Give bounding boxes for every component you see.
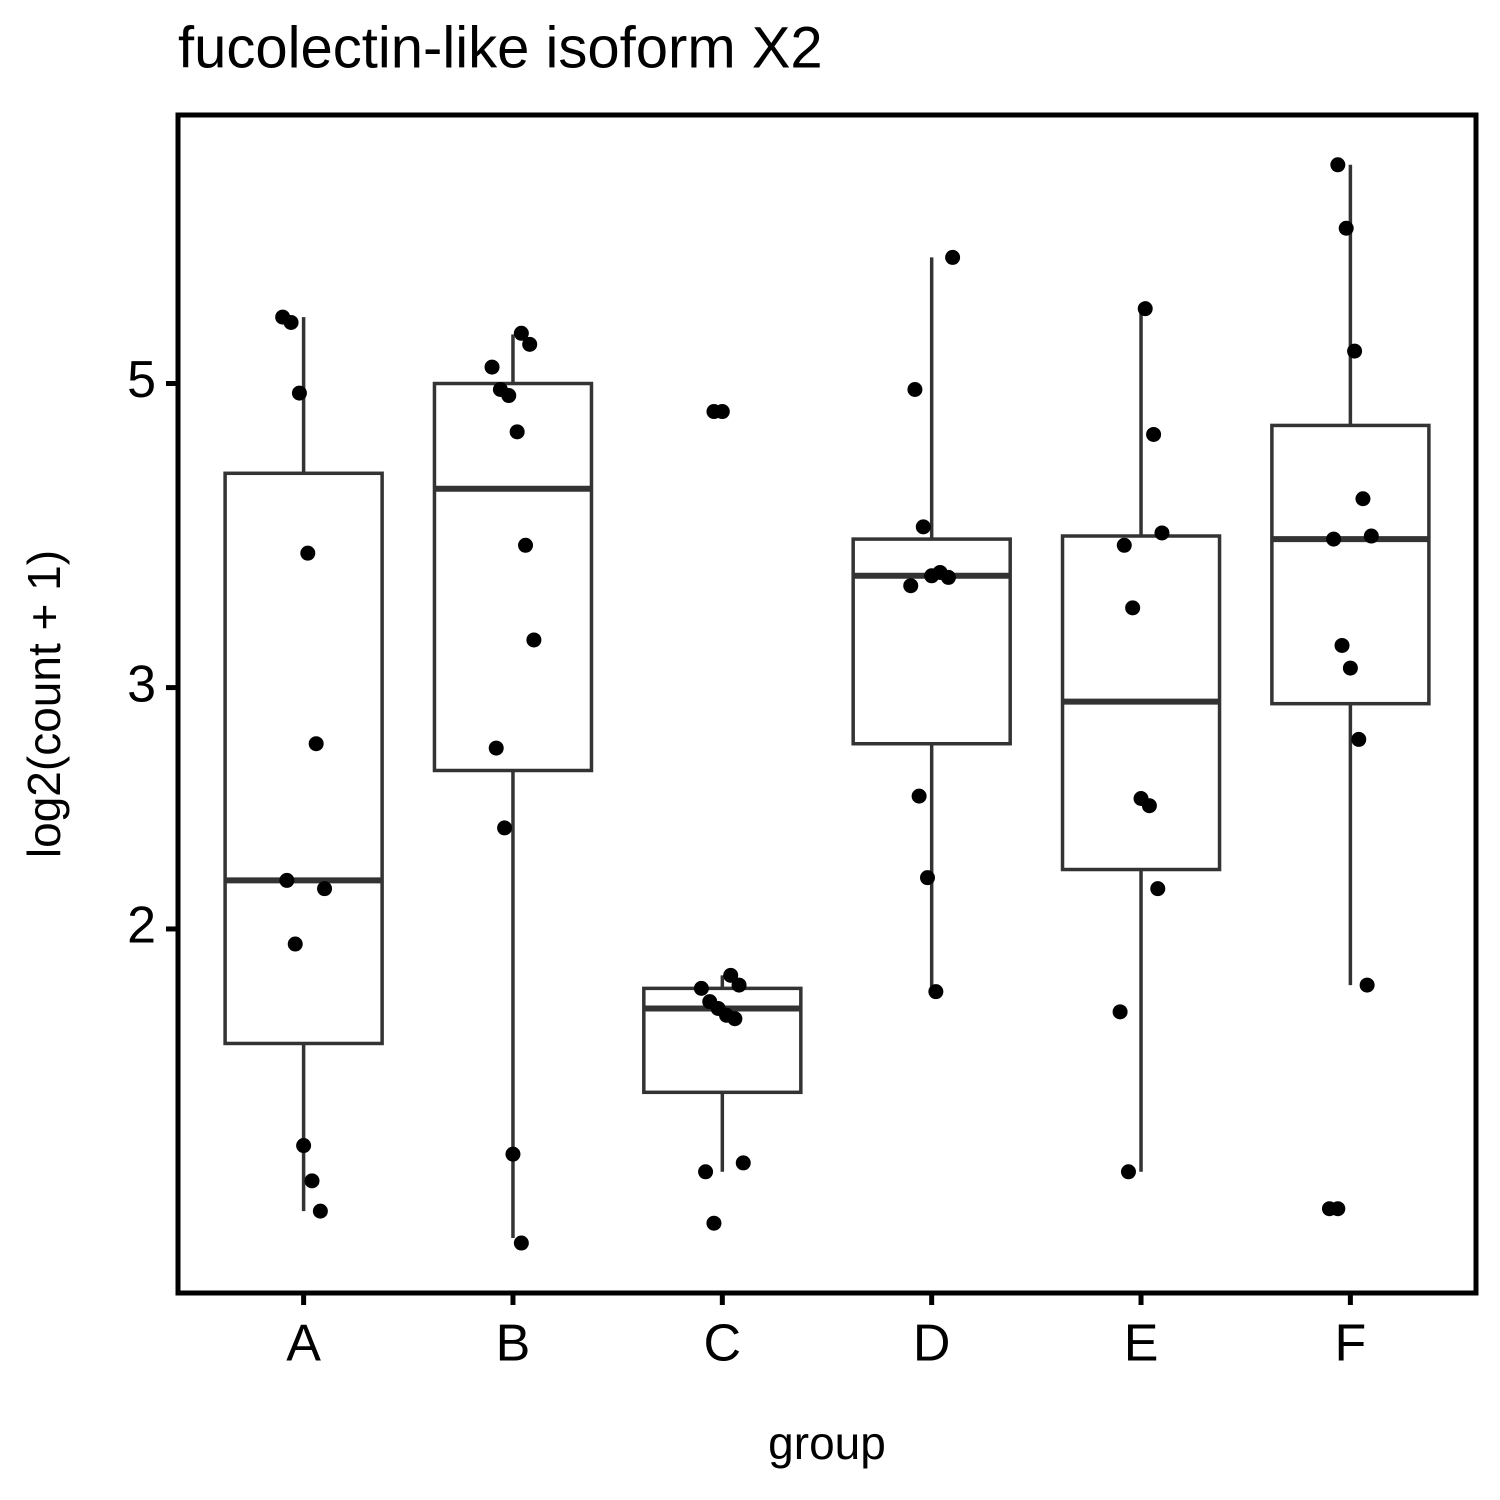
data-point <box>484 359 500 375</box>
data-point <box>522 336 538 352</box>
data-point <box>1154 525 1170 541</box>
x-tick-label: D <box>913 1315 951 1373</box>
data-point <box>1338 220 1354 236</box>
data-point <box>1330 1201 1346 1217</box>
x-axis-label: group <box>768 1417 886 1469</box>
data-point <box>1116 537 1132 553</box>
x-tick-label: A <box>286 1315 321 1373</box>
data-point <box>518 537 534 553</box>
data-point <box>693 980 709 996</box>
data-point <box>1351 731 1367 747</box>
data-point <box>1326 531 1342 547</box>
data-point <box>919 870 935 886</box>
y-tick-label: 2 <box>127 897 156 955</box>
data-point <box>1146 426 1162 442</box>
data-point <box>945 249 961 265</box>
data-point <box>915 519 931 535</box>
data-point <box>279 872 295 888</box>
data-point <box>1141 798 1157 814</box>
data-point <box>1112 1004 1128 1020</box>
y-axis-label: log2(count + 1) <box>18 550 70 858</box>
box <box>432 381 594 773</box>
data-point <box>907 381 923 397</box>
panel-border <box>175 112 1479 1296</box>
data-point <box>1120 1164 1136 1180</box>
data-point <box>911 788 927 804</box>
data-point <box>903 578 919 594</box>
data-point <box>1363 528 1379 544</box>
data-point <box>291 385 307 401</box>
data-point <box>723 967 739 983</box>
data-point <box>497 820 513 836</box>
y-tick-label: 5 <box>127 351 156 409</box>
data-point <box>1347 343 1363 359</box>
data-point <box>1125 600 1141 616</box>
data-point <box>509 424 525 440</box>
data-point <box>706 1215 722 1231</box>
data-point <box>1334 637 1350 653</box>
box <box>223 471 384 1046</box>
data-point <box>300 545 316 561</box>
data-point <box>501 388 517 404</box>
data-point <box>940 569 956 585</box>
chart-title: fucolectin-like isoform X2 <box>178 15 823 80</box>
data-point <box>513 1235 529 1251</box>
x-tick-label: C <box>704 1315 742 1373</box>
data-point <box>698 1164 714 1180</box>
data-point <box>731 977 747 993</box>
data-point <box>526 632 542 648</box>
box <box>1270 423 1431 706</box>
data-point <box>317 881 333 897</box>
x-tick-label: F <box>1335 1315 1367 1373</box>
data-point <box>312 1203 328 1219</box>
data-point <box>1150 881 1166 897</box>
data-point <box>505 1146 521 1162</box>
data-point <box>928 984 944 1000</box>
data-point <box>488 740 504 756</box>
x-tick-label: B <box>496 1315 531 1373</box>
data-point <box>714 404 730 420</box>
data-point <box>513 325 529 341</box>
data-point <box>1355 491 1371 507</box>
data-point <box>1137 301 1153 317</box>
data-point <box>283 314 299 330</box>
data-point <box>735 1155 751 1171</box>
data-point <box>296 1138 312 1154</box>
data-point <box>1359 977 1375 993</box>
data-point <box>1330 157 1346 173</box>
data-point <box>727 1011 743 1027</box>
x-tick-label: E <box>1124 1315 1159 1373</box>
data-point <box>308 736 324 752</box>
data-point <box>287 936 303 952</box>
data-point <box>304 1173 320 1189</box>
data-point <box>1342 660 1358 676</box>
y-tick-label: 3 <box>127 655 156 713</box>
